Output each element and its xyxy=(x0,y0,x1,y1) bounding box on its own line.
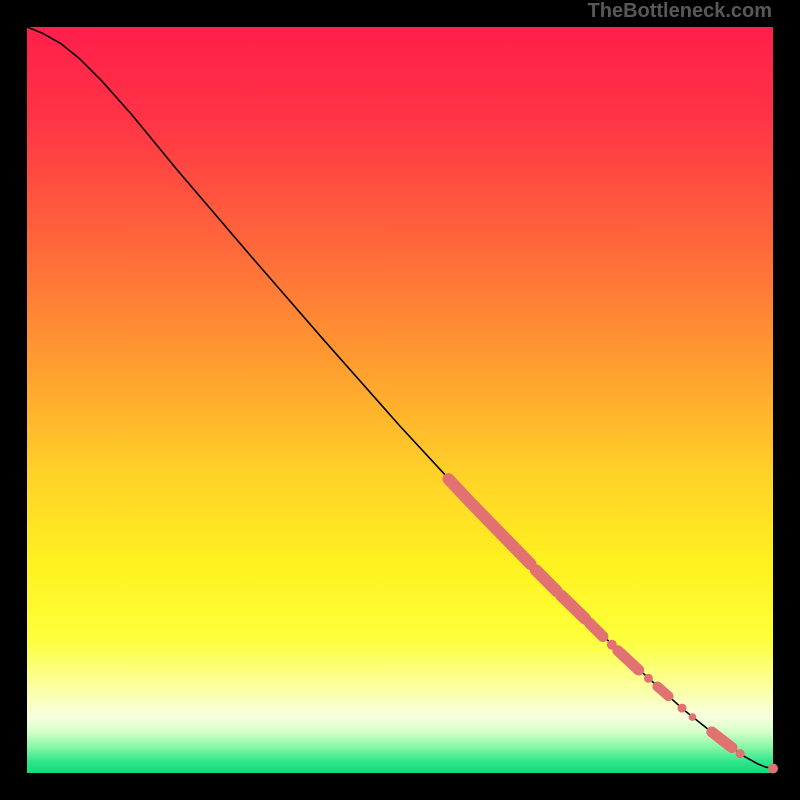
marker-point xyxy=(689,713,697,721)
marker-point xyxy=(644,674,653,683)
marker-point xyxy=(768,764,778,774)
chart-svg xyxy=(0,0,800,800)
gradient-background xyxy=(27,27,773,773)
marker-point xyxy=(677,704,686,713)
marker-point xyxy=(736,749,745,758)
chart-frame: TheBottleneck.com xyxy=(0,0,800,800)
